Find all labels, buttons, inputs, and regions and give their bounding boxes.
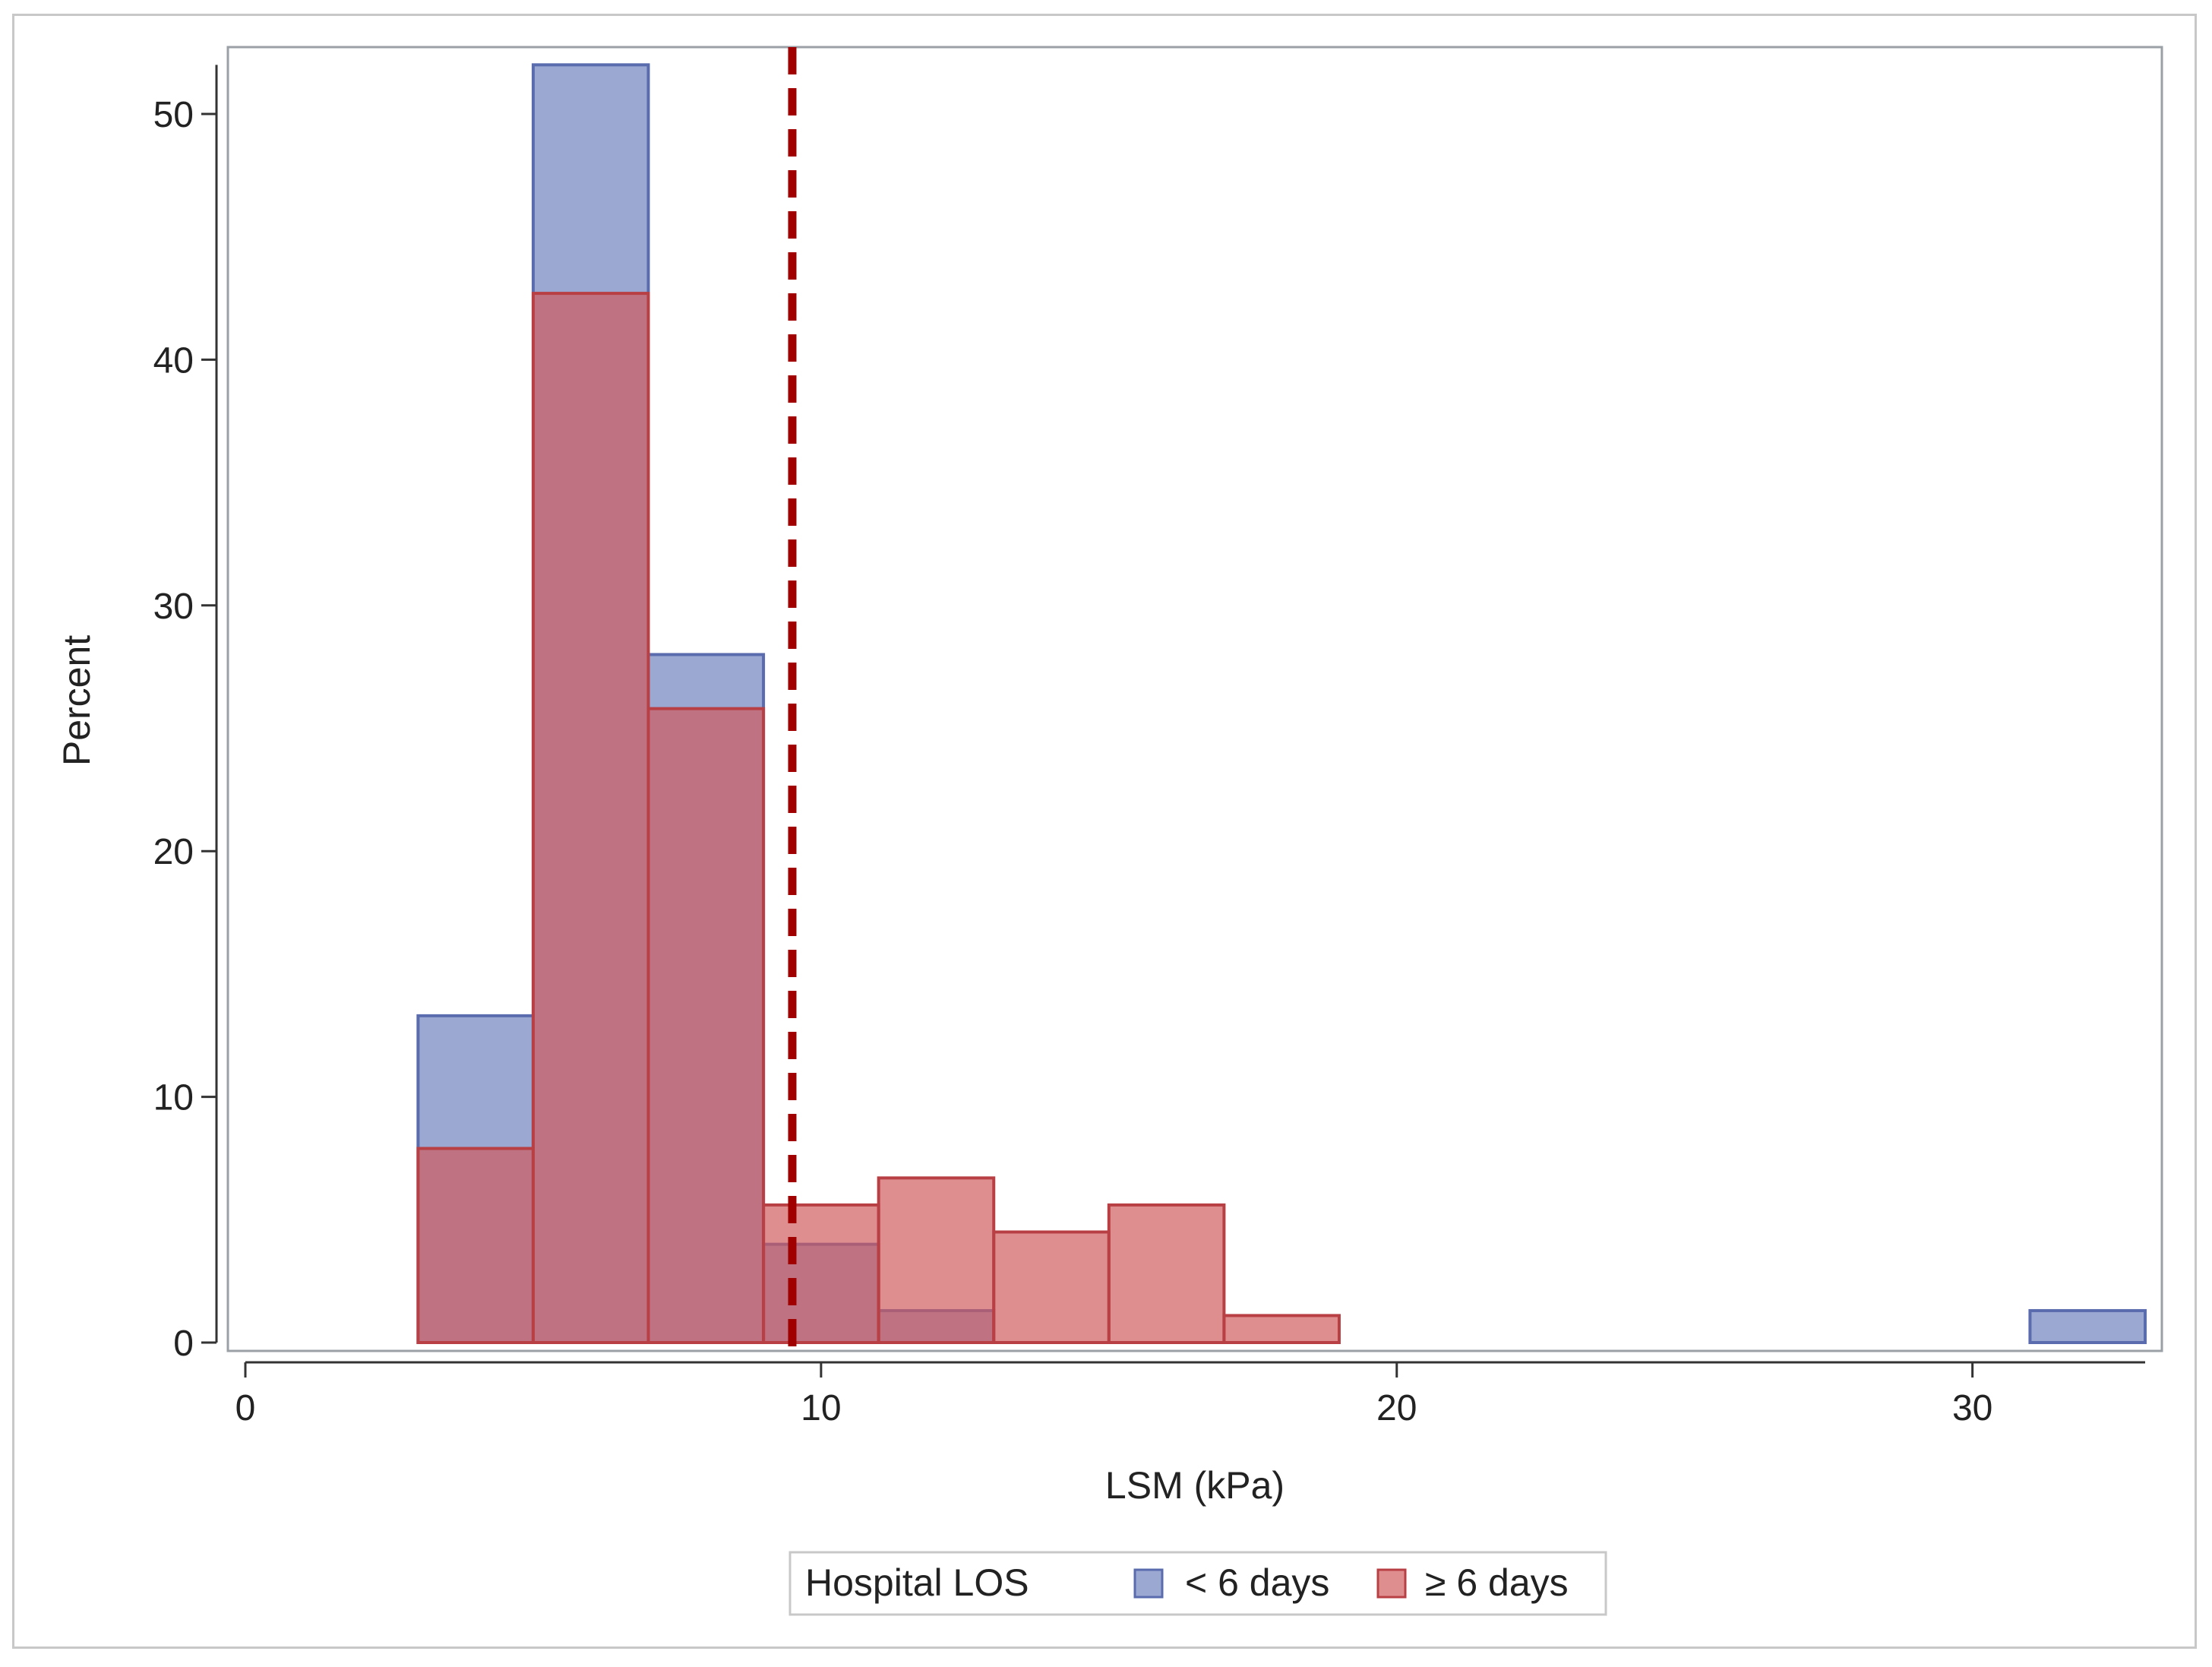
- bar-ge6-13-15: [992, 1230, 1111, 1344]
- y-tick-label: 40: [153, 340, 194, 381]
- legend-label-ge6: ≥ 6 days: [1425, 1561, 1569, 1604]
- bar-lt6-31-33: [2028, 1308, 2147, 1345]
- bar-ge6-15-17: [1107, 1203, 1226, 1344]
- bar-ge6-9-11: [762, 1203, 880, 1344]
- x-tick-label: 20: [1376, 1388, 1417, 1428]
- bar-ge6-17-19: [1222, 1314, 1341, 1345]
- y-axis: 0 10 20 30 40 50: [153, 65, 218, 1364]
- bar-ge6-7-9: [646, 707, 766, 1344]
- x-axis-title: LSM (kPa): [1105, 1464, 1285, 1507]
- y-tick-label: 0: [173, 1324, 194, 1364]
- y-axis-title: Percent: [55, 635, 98, 766]
- legend: Hospital LOS < 6 days ≥ 6 days: [788, 1551, 1607, 1616]
- legend-title: Hospital LOS: [805, 1561, 1029, 1604]
- bar-ge6-5-7: [531, 292, 650, 1344]
- y-tick-label: 30: [153, 587, 194, 627]
- x-tick-label: 10: [801, 1388, 841, 1428]
- x-axis: 0 10 20 30: [235, 1361, 2145, 1428]
- y-tick-label: 20: [153, 832, 194, 872]
- legend-swatch-lt6: [1133, 1568, 1164, 1599]
- bar-ge6-11-13: [877, 1176, 996, 1345]
- x-tick-label: 30: [1952, 1388, 1992, 1428]
- y-tick-label: 50: [153, 95, 194, 135]
- bar-ge6-3-5: [416, 1147, 535, 1345]
- x-tick-label: 0: [235, 1388, 256, 1428]
- legend-swatch-ge6: [1376, 1568, 1407, 1599]
- legend-label-lt6: < 6 days: [1185, 1561, 1329, 1604]
- y-tick-label: 10: [153, 1078, 194, 1118]
- legend-box: [788, 1551, 1607, 1616]
